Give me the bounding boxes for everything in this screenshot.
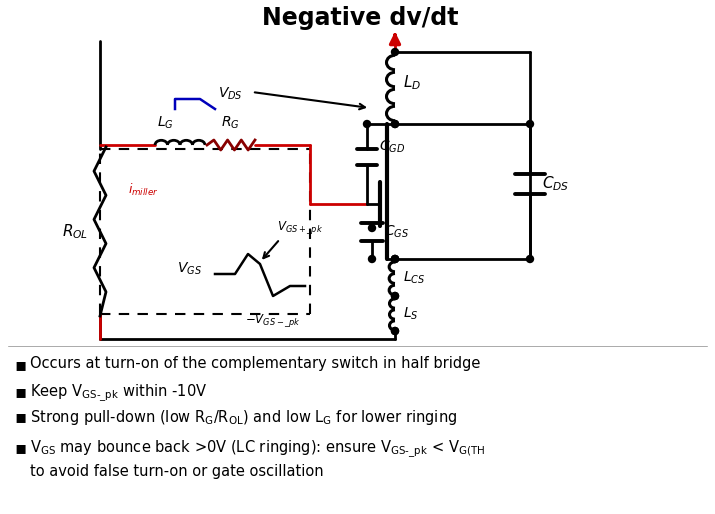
Text: Keep V$_{\mathrm{GS\text{-}\_pk}}$ within -10V: Keep V$_{\mathrm{GS\text{-}\_pk}}$ withi…	[30, 383, 207, 404]
Text: ▪: ▪	[14, 439, 26, 457]
Text: $R_G$: $R_G$	[221, 115, 240, 131]
Circle shape	[392, 48, 398, 56]
Circle shape	[368, 255, 375, 263]
Circle shape	[392, 292, 398, 300]
Circle shape	[392, 255, 398, 263]
Text: ▪: ▪	[14, 356, 26, 374]
Text: $C_{GS}$: $C_{GS}$	[384, 224, 409, 240]
Circle shape	[363, 120, 370, 127]
Text: ▪: ▪	[14, 383, 26, 401]
Text: $R_{OL}$: $R_{OL}$	[61, 223, 88, 242]
Text: $L_D$: $L_D$	[403, 74, 421, 93]
Text: Negative dv/dt: Negative dv/dt	[262, 6, 458, 30]
Text: ▪: ▪	[14, 408, 26, 426]
Circle shape	[392, 120, 398, 127]
Circle shape	[526, 255, 533, 263]
Text: $V_{GS+\_pk}$: $V_{GS+\_pk}$	[277, 219, 323, 236]
Circle shape	[368, 225, 375, 231]
Circle shape	[526, 120, 533, 127]
Text: $i_{miller}$: $i_{miller}$	[128, 182, 159, 198]
Text: $L_S$: $L_S$	[403, 306, 418, 322]
Text: $-V_{GS-\_pk}$: $-V_{GS-\_pk}$	[245, 312, 301, 329]
Text: $C_{DS}$: $C_{DS}$	[542, 175, 569, 193]
Text: $L_{CS}$: $L_{CS}$	[403, 270, 425, 286]
Text: V$_{\mathrm{GS}}$ may bounce back >0V (LC ringing): ensure V$_{\mathrm{GS\text{-: V$_{\mathrm{GS}}$ may bounce back >0V (L…	[30, 439, 485, 479]
Text: Occurs at turn-on of the complementary switch in half bridge: Occurs at turn-on of the complementary s…	[30, 356, 480, 371]
Text: $L_G$: $L_G$	[157, 115, 174, 131]
Circle shape	[392, 255, 398, 263]
Circle shape	[392, 292, 398, 300]
Text: $C_{GD}$: $C_{GD}$	[379, 139, 405, 155]
Circle shape	[392, 120, 398, 127]
Circle shape	[392, 327, 398, 335]
Text: $V_{DS}$: $V_{DS}$	[218, 86, 243, 102]
Circle shape	[392, 255, 398, 263]
Circle shape	[392, 327, 398, 335]
Text: Strong pull-down (low R$_{\mathrm{G}}$/R$_{\mathrm{OL}}$) and low L$_{\mathrm{G}: Strong pull-down (low R$_{\mathrm{G}}$/R…	[30, 408, 457, 427]
Text: $V_{GS}$: $V_{GS}$	[177, 261, 202, 277]
